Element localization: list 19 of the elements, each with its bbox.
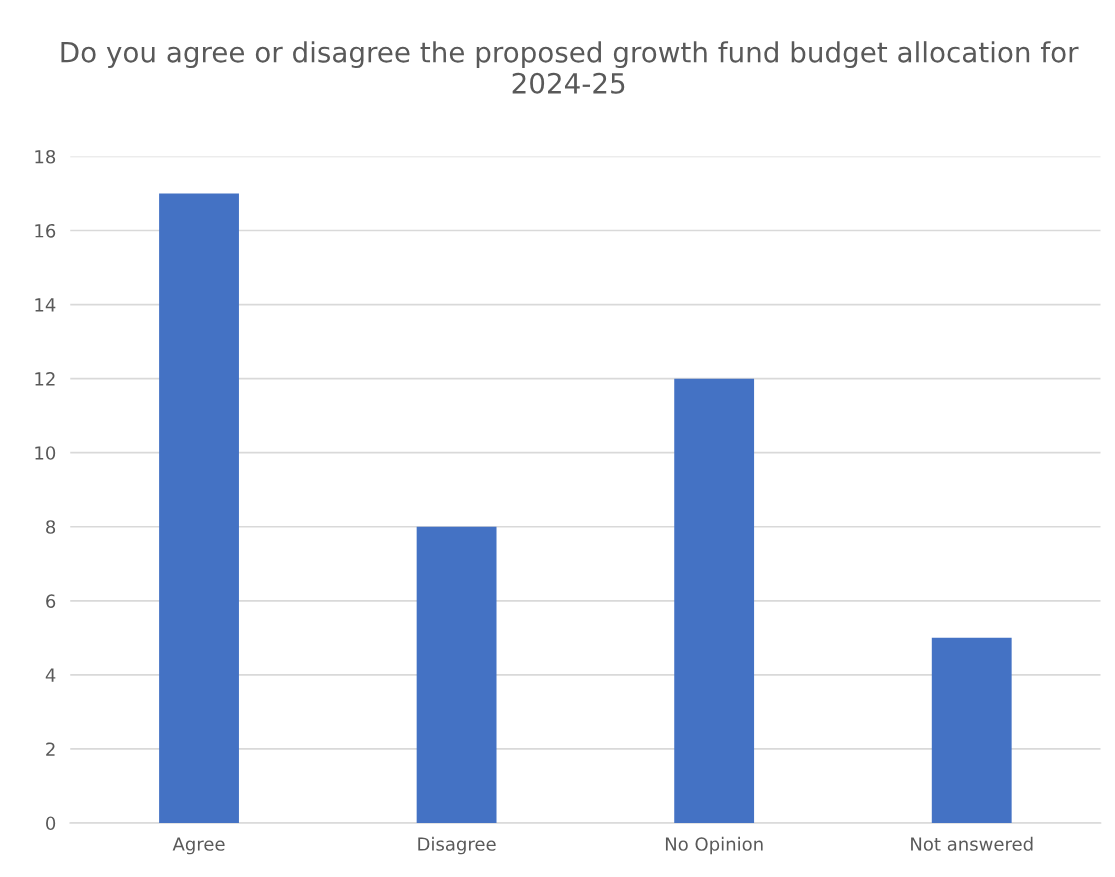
- bar: [931, 637, 1012, 823]
- y-tick-label: 16: [35, 223, 56, 238]
- y-tick-label: 4: [45, 668, 56, 682]
- chart-title: Do you agree or disagree the proposed growth fund budget allocation for 2024-25: [61, 41, 1079, 94]
- y-tick-label: 0: [46, 816, 56, 831]
- x-tick-label: No Opinion: [665, 836, 763, 855]
- y-tick-label: 2: [46, 742, 55, 756]
- y-tick-label: 10: [35, 446, 56, 460]
- x-tick-label: Agree: [172, 837, 225, 855]
- bar: [159, 193, 239, 823]
- y-tick-label: 18: [35, 149, 56, 164]
- y-tick-label: 14: [35, 298, 56, 312]
- y-tick-label: 12: [35, 372, 55, 386]
- bar: [416, 526, 497, 823]
- x-tick-label: Not answered: [911, 836, 1033, 851]
- bar: [674, 378, 755, 823]
- y-tick-label: 8: [46, 520, 56, 534]
- x-tick-label: Disagree: [418, 836, 496, 855]
- y-tick-label: 6: [46, 594, 56, 608]
